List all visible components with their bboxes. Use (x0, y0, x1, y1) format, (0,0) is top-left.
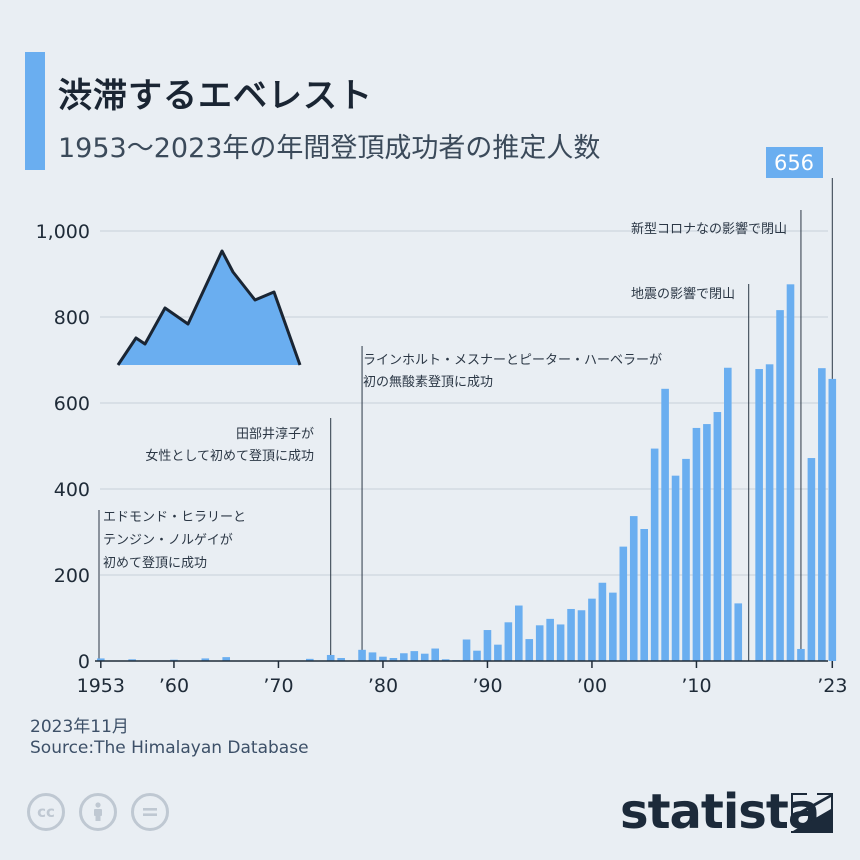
x-tick-label: ’90 (472, 675, 502, 697)
bar (400, 653, 408, 661)
statista-logo-mark-icon (791, 793, 833, 833)
mountain-illustration-icon (116, 249, 302, 366)
x-tick-label: 1953 (77, 675, 125, 697)
bar (609, 592, 617, 661)
y-tick-label: 1,000 (36, 221, 90, 243)
bar (379, 656, 387, 661)
footer-source: Source:The Himalayan Database (30, 738, 309, 758)
bar (389, 657, 398, 661)
x-tick-label: ’80 (368, 675, 398, 697)
bar (588, 598, 596, 661)
y-axis-ticks: 0 200 400 600 800 1,000 (36, 221, 90, 673)
cc-icon[interactable]: cc (27, 793, 65, 831)
bar (525, 639, 534, 661)
bar (473, 650, 481, 661)
bar (577, 610, 586, 661)
annotation-text: エドモンド・ヒラリーと (103, 510, 246, 525)
bar (650, 448, 659, 661)
bar (556, 624, 565, 661)
footer-date: 2023年11月 (30, 717, 129, 737)
annotation-text: 田部井淳子が (236, 426, 314, 442)
bar (462, 639, 471, 661)
bar (661, 388, 669, 661)
chart-subtitle: 1953～2023年の年間登頂成功者の推定人数 (58, 133, 601, 164)
bar (765, 364, 774, 661)
bar (724, 367, 732, 661)
y-tick-label: 400 (54, 479, 90, 501)
bar (128, 659, 136, 661)
y-tick-label: 800 (54, 307, 90, 329)
x-tick-label: ’23 (817, 675, 847, 697)
bar (671, 475, 680, 661)
bar (619, 546, 628, 661)
statista-logo[interactable]: statista (620, 784, 820, 840)
bar (441, 659, 450, 661)
bar (703, 424, 711, 661)
x-tick-label: ’10 (681, 675, 711, 697)
bar (755, 369, 763, 661)
highlight-callout: 656 (766, 147, 833, 379)
bar (682, 458, 690, 661)
y-tick-label: 0 (78, 651, 90, 673)
bar (807, 458, 816, 661)
bar (629, 516, 638, 661)
bar (535, 625, 544, 661)
bar (713, 412, 722, 661)
bar (420, 653, 429, 661)
bar (828, 378, 837, 661)
bar (222, 657, 230, 661)
bar (358, 649, 366, 661)
bar (97, 658, 105, 661)
highlight-label: 656 (774, 151, 814, 175)
annotation-text: 新型コロナなの影響で閉山 (631, 221, 787, 237)
annotation-text: 初の無酸素登頂に成功 (363, 375, 493, 390)
bar (306, 658, 314, 661)
bar (326, 654, 335, 661)
annotation-text: 地震の影響で閉山 (631, 286, 735, 302)
bar (734, 603, 743, 661)
y-tick-label: 200 (54, 565, 90, 587)
bar (598, 582, 607, 661)
bar (515, 605, 523, 661)
x-tick-label: ’70 (263, 675, 293, 697)
x-axis-ticks: 1953 ’60 ’70 ’80 ’90 ’00 ’10 ’23 (77, 661, 847, 697)
bar (431, 648, 439, 661)
bar (201, 658, 210, 661)
x-tick-label: ’00 (577, 675, 607, 697)
bar (504, 622, 513, 661)
annotation-text: テンジン・ノルゲイが (103, 533, 233, 548)
bar (494, 644, 502, 661)
nd-icon[interactable] (131, 793, 169, 831)
bar (692, 427, 701, 661)
bar (567, 608, 575, 661)
highlight-box (766, 147, 823, 178)
bar (368, 652, 377, 661)
by-icon[interactable] (79, 793, 117, 831)
bar (776, 310, 784, 661)
x-tick-label: ’60 (159, 675, 189, 697)
bar (410, 651, 419, 661)
y-tick-label: 600 (54, 393, 90, 415)
bars (97, 284, 837, 661)
annotation-text: 女性として初めて登頂に成功 (145, 448, 314, 464)
bar (483, 630, 492, 661)
bar (797, 648, 805, 661)
annotation-text: ラインホルト・メスナーとピーター・ハーベラーが (363, 353, 662, 368)
chart-title: 渋滞するエベレスト (58, 76, 373, 116)
bar (786, 284, 795, 661)
annotation-text: 初めて登頂に成功 (103, 556, 207, 571)
title-accent-bar (25, 52, 45, 170)
bar (546, 618, 554, 661)
bar (818, 368, 826, 661)
bar (337, 657, 345, 661)
bar (640, 528, 648, 661)
